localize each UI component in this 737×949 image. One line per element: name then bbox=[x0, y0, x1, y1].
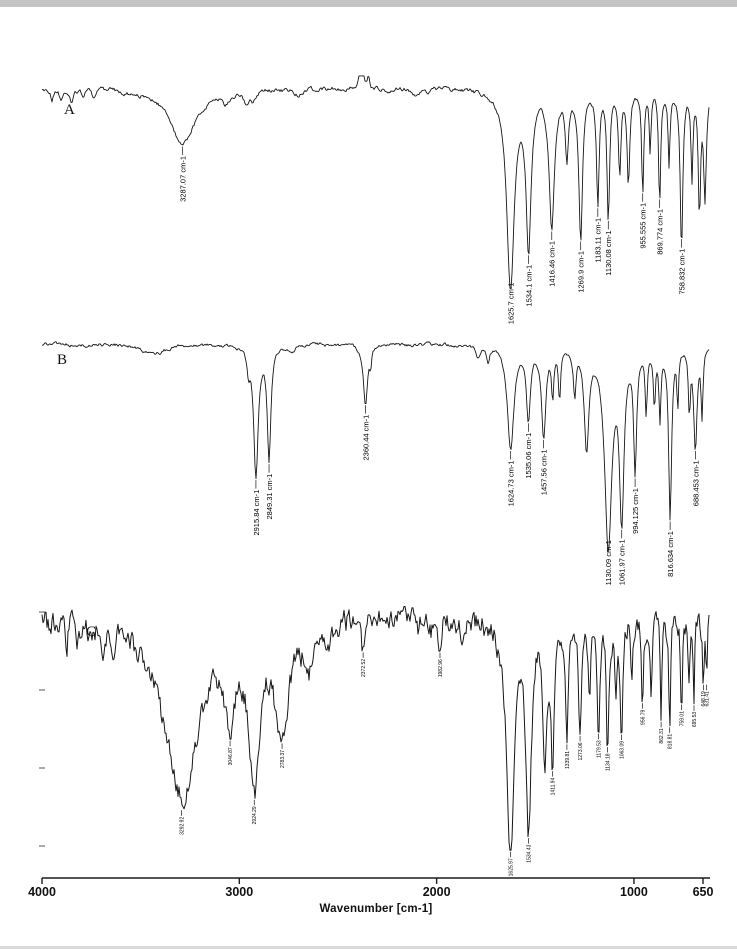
peak-annotation: 1625.97 bbox=[508, 858, 514, 876]
peak-annotation: 695.53 bbox=[692, 712, 698, 728]
peak-annotation: 1534.43 bbox=[526, 844, 532, 862]
peak-annotation: 3287.07 cm-1 bbox=[179, 156, 188, 202]
peak-annotation: 2924.29 bbox=[252, 806, 258, 824]
peak-annotation: 818.81 bbox=[668, 734, 674, 750]
peak-annotation: 2849.31 cm-1 bbox=[265, 474, 274, 520]
peak-annotation: 758.832 cm-1 bbox=[677, 249, 686, 295]
peak-annotation: 1273.06 bbox=[578, 742, 584, 760]
peak-annotation: 955.555 cm-1 bbox=[639, 203, 648, 249]
x-tick-label: 3000 bbox=[225, 885, 253, 899]
panel-label-C: C bbox=[86, 624, 96, 640]
page-edge-top bbox=[0, 0, 737, 7]
peak-annotation: 1625.7 cm-1 bbox=[506, 283, 515, 325]
peak-annotation: 994.125 cm-1 bbox=[631, 488, 640, 534]
peak-annotation: 1624.73 cm-1 bbox=[507, 460, 516, 506]
x-tick-label: 650 bbox=[693, 885, 714, 899]
peak-annotation: 1534.1 cm-1 bbox=[524, 265, 533, 307]
peak-annotation: 1416.46 cm-1 bbox=[548, 241, 557, 287]
x-axis-title: Wavenumber [cm-1] bbox=[319, 903, 433, 915]
peak-annotation: 2915.84 cm-1 bbox=[252, 490, 261, 536]
peak-annotation: 1134.18 bbox=[605, 753, 611, 771]
peak-annotation: 2783.37 bbox=[280, 750, 286, 768]
peak-annotation: 1179.53 bbox=[596, 740, 602, 758]
peak-annotation: 631.41 bbox=[705, 691, 711, 707]
peak-annotation: 1269.9 cm-1 bbox=[577, 251, 586, 293]
peak-annotation: 3046.87 bbox=[228, 747, 234, 765]
page-edge-bottom bbox=[0, 946, 737, 949]
x-tick-label: 1000 bbox=[620, 885, 648, 899]
peak-annotation: 1063.09 bbox=[619, 741, 625, 759]
panel-label-A: A bbox=[64, 102, 75, 118]
peak-annotation: 648.19 bbox=[701, 691, 707, 707]
peak-annotation: 688.453 cm-1 bbox=[691, 460, 700, 506]
peak-annotation: 1411.94 bbox=[551, 777, 557, 795]
spectrum-trace-C bbox=[41, 606, 710, 851]
x-tick-label: 2000 bbox=[423, 885, 451, 899]
peak-annotation: 1982.96 bbox=[438, 659, 444, 677]
peak-annotation: 869.774 cm-1 bbox=[655, 209, 664, 255]
peak-annotation: 816.634 cm-1 bbox=[666, 531, 675, 577]
peak-annotation: 1061.97 cm-1 bbox=[618, 539, 627, 585]
peak-annotation: 759.01 bbox=[679, 711, 685, 727]
peak-annotation: 1535.06 cm-1 bbox=[524, 433, 533, 479]
spectrum-trace-A bbox=[41, 75, 710, 289]
peak-annotation: 956.79 bbox=[640, 709, 646, 725]
peak-annotation: 1457.56 cm-1 bbox=[540, 449, 549, 495]
peak-annotation: 1130.08 cm-1 bbox=[604, 230, 613, 275]
peak-annotation: 3292.92 bbox=[179, 817, 185, 835]
peak-annotation: 1183.11 cm-1 bbox=[594, 218, 603, 263]
peak-annotation: 1339.81 bbox=[565, 751, 571, 769]
peak-annotation: 2360.44 cm-1 bbox=[361, 415, 370, 461]
peak-annotation: 1130.09 cm-1 bbox=[604, 540, 613, 585]
spectrum-trace-B bbox=[41, 341, 710, 553]
peak-annotation: 862.31 bbox=[659, 728, 665, 744]
x-tick-label: 4000 bbox=[28, 885, 56, 899]
peak-annotation: 2372.52 bbox=[361, 659, 367, 677]
panel-label-B: B bbox=[57, 352, 67, 368]
